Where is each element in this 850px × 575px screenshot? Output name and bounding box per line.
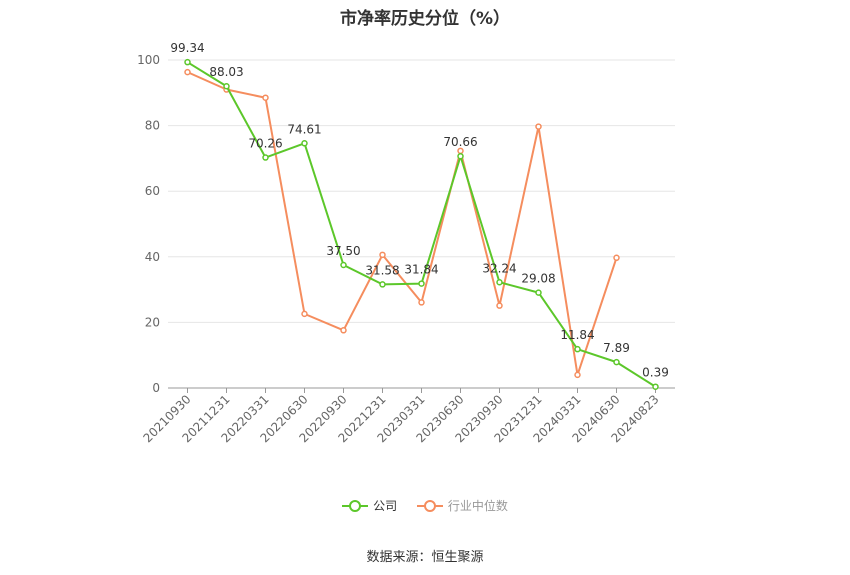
data-label: 37.50 <box>326 244 360 258</box>
point-company <box>340 261 347 269</box>
data-label: 11.84 <box>560 328 594 342</box>
point-industry <box>184 68 191 76</box>
grid-lines <box>168 59 675 323</box>
point-company <box>496 279 503 286</box>
data-label: 29.08 <box>521 272 555 286</box>
data-label: 7.89 <box>603 341 630 355</box>
data-label: 70.66 <box>443 135 477 149</box>
y-tick-label: 20 <box>145 315 160 329</box>
y-tick-label: 0 <box>152 381 160 395</box>
legend: 公司 行业中位数 <box>0 497 850 516</box>
point-industry <box>262 94 269 101</box>
source-note: 数据来源：恒生聚源 <box>366 550 484 565</box>
point-company <box>613 358 620 366</box>
series-line-industry <box>187 71 618 376</box>
data-label: 74.61 <box>287 122 321 136</box>
point-company <box>535 289 542 296</box>
data-labels: 99.34 88.03 70.26 74.61 37.50 31.58 31.84 70.66… <box>170 41 669 380</box>
legend-item-industry[interactable]: 行业中位数 <box>416 497 508 514</box>
data-label: 32.24 <box>482 261 516 275</box>
legend-company-icon <box>342 499 369 513</box>
point-company <box>184 58 191 66</box>
y-tick-label: 60 <box>145 184 160 198</box>
point-industry <box>535 123 542 130</box>
axes: 0204060801002021093020211231202203312022… <box>137 53 675 445</box>
data-label: 0.39 <box>642 366 669 380</box>
point-industry <box>379 251 386 259</box>
point-company <box>418 280 425 287</box>
chart-title: 市净率历史分位（%） <box>339 9 511 29</box>
point-company <box>652 383 659 390</box>
point-company <box>262 154 269 161</box>
point-industry <box>574 371 581 379</box>
data-label: 31.58 <box>365 263 399 277</box>
point-company <box>379 281 386 288</box>
point-industry <box>496 302 503 309</box>
data-label: 70.26 <box>248 137 282 151</box>
y-tick-label: 100 <box>137 53 160 67</box>
legend-industry-label: 行业中位数 <box>447 499 508 513</box>
point-industry <box>613 254 620 262</box>
point-company <box>574 345 581 353</box>
data-label: 99.34 <box>170 41 204 55</box>
point-industry <box>340 327 347 334</box>
legend-company-label: 公司 <box>373 499 398 513</box>
point-industry <box>301 310 308 318</box>
data-label: 31.84 <box>404 263 438 277</box>
point-company <box>457 152 464 160</box>
series <box>184 58 659 390</box>
point-company <box>223 82 230 90</box>
legend-item-company[interactable]: 公司 <box>342 497 397 514</box>
point-industry <box>418 299 425 306</box>
y-tick-label: 40 <box>145 250 160 264</box>
point-company <box>301 140 308 147</box>
legend-industry-icon <box>416 499 443 513</box>
data-label: 88.03 <box>209 65 243 79</box>
y-tick-label: 80 <box>145 119 160 133</box>
